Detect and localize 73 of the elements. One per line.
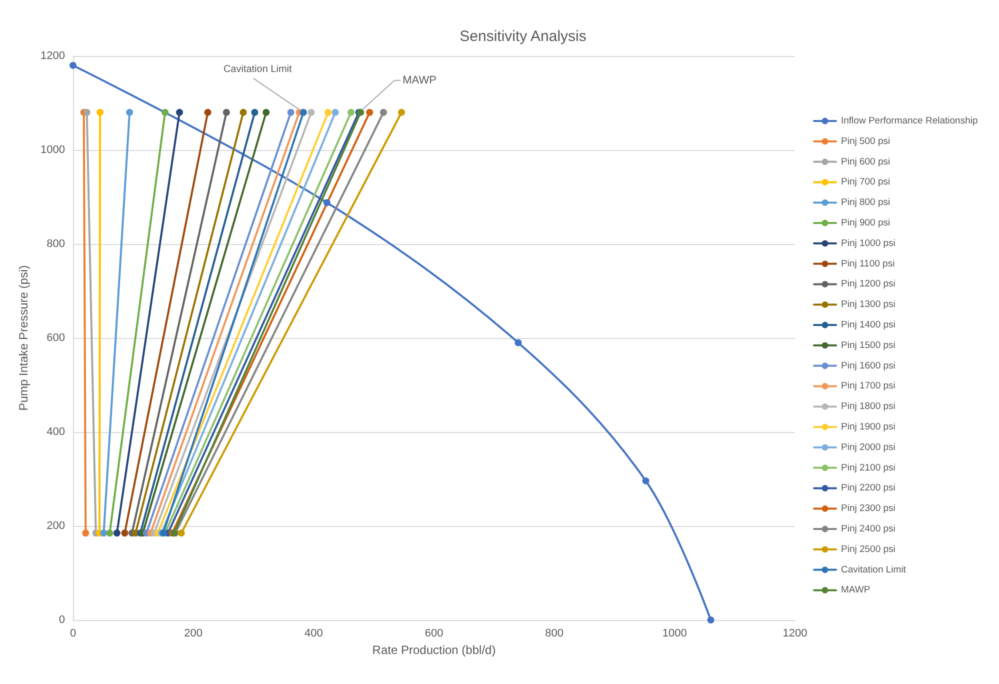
legend-label: Inflow Performance Relationship xyxy=(841,116,978,126)
legend-label: Pinj 2300 psi xyxy=(841,503,896,514)
y-axis-title: Pump Intake Pressure (psi) xyxy=(16,265,31,411)
legend-label: Pinj 1800 psi xyxy=(841,401,896,412)
point xyxy=(398,108,406,116)
point xyxy=(707,616,714,624)
x-tick-label: 200 xyxy=(184,628,203,640)
point xyxy=(240,108,247,116)
point xyxy=(222,108,230,116)
legend-label: Pinj 1100 psi xyxy=(841,258,895,270)
point xyxy=(366,108,374,116)
legend-label: Pinj 900 psi xyxy=(841,218,890,228)
x-tick-label: 400 xyxy=(304,628,323,640)
point xyxy=(642,477,650,484)
y-tick-label: 200 xyxy=(46,520,65,532)
chart-title: Sensitivity Analysis xyxy=(460,28,586,45)
point xyxy=(332,108,339,116)
y-tick-label: 0 xyxy=(58,614,65,626)
annotation: MAWP xyxy=(402,74,436,86)
point xyxy=(113,530,120,537)
legend-label: Pinj 1600 psi xyxy=(841,360,896,372)
legend-label: Pinj 500 psi xyxy=(841,136,890,147)
legend-label: Pinj 1700 psi xyxy=(841,380,896,392)
y-tick-label: 600 xyxy=(46,332,65,344)
y-tick-label: 800 xyxy=(46,238,65,250)
point xyxy=(380,108,387,116)
legend-label: Pinj 1200 psi xyxy=(841,278,896,290)
point xyxy=(126,108,134,116)
legend-label: Pinj 1000 psi xyxy=(841,238,896,249)
point xyxy=(308,108,315,116)
point xyxy=(514,339,522,346)
point xyxy=(83,108,90,116)
point xyxy=(347,108,354,116)
legend-label: Pinj 1300 psi xyxy=(841,299,896,310)
x-tick-label: 600 xyxy=(424,628,444,640)
point xyxy=(96,108,104,116)
x-axis-title: Rate Production (bbl/d) xyxy=(372,642,496,657)
point xyxy=(262,108,270,116)
y-tick-label: 400 xyxy=(46,426,65,438)
point xyxy=(106,530,114,537)
legend-label: Pinj 1500 psi xyxy=(841,340,896,351)
legend-label: Pinj 800 psi xyxy=(841,197,890,208)
point xyxy=(204,108,212,116)
point xyxy=(70,62,76,69)
legend-label: Cavitation Limit xyxy=(841,564,906,576)
point xyxy=(323,199,330,206)
point xyxy=(162,108,169,116)
x-tick-label: 0 xyxy=(70,628,76,640)
legend-label: Pinj 2500 psi xyxy=(841,544,896,555)
y-tick-label: 1200 xyxy=(40,50,65,62)
legend-label: Pinj 1900 psi xyxy=(841,422,896,432)
legend-label: Pinj 2000 psi xyxy=(841,442,896,453)
x-tick-label: 1200 xyxy=(782,628,808,640)
legend-label: MAWP xyxy=(841,584,870,596)
point xyxy=(100,530,108,537)
legend-label: Pinj 2200 psi xyxy=(841,482,896,494)
legend-label: Pinj 600 psi xyxy=(841,156,890,168)
x-tick-label: 800 xyxy=(545,628,564,640)
legend-label: Pinj 2100 psi xyxy=(841,462,896,474)
annotation: Cavitation Limit xyxy=(223,64,292,75)
point xyxy=(82,530,90,537)
point xyxy=(300,108,307,116)
point xyxy=(121,530,128,537)
legend-label: Pinj 2400 psi xyxy=(841,524,896,534)
point xyxy=(287,108,294,116)
point xyxy=(251,108,258,116)
x-tick-label: 1000 xyxy=(662,628,687,640)
point xyxy=(176,108,183,116)
y-tick-label: 1000 xyxy=(40,144,65,156)
point xyxy=(324,108,332,116)
legend-label: Pinj 1400 psi xyxy=(841,320,896,330)
legend-label: Pinj 700 psi xyxy=(841,176,890,188)
point xyxy=(178,530,185,537)
